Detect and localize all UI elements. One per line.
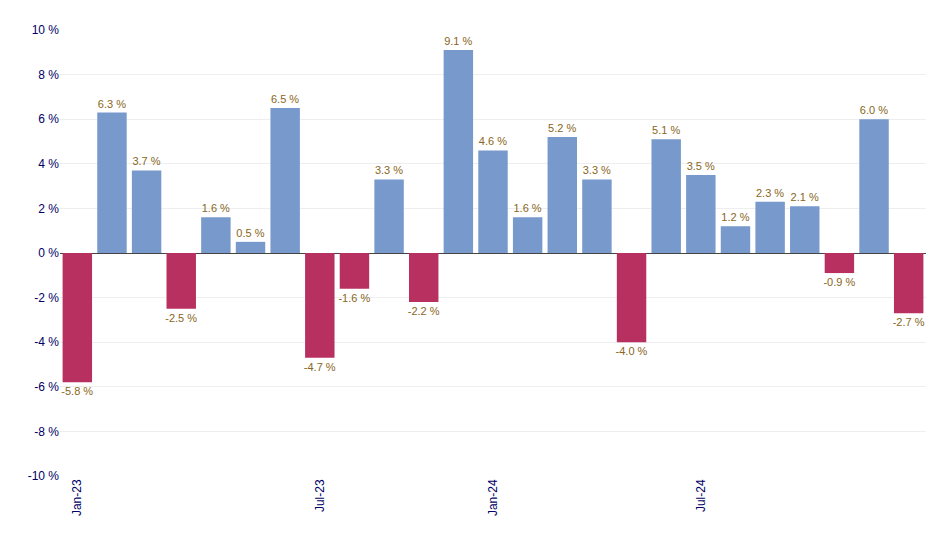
svg-text:Jul-24: Jul-24 [694, 479, 708, 512]
svg-text:-5.8 %: -5.8 % [61, 385, 93, 397]
svg-text:-2 %: -2 % [34, 291, 59, 305]
svg-text:-6 %: -6 % [34, 380, 59, 394]
svg-text:-1.6 %: -1.6 % [338, 292, 370, 304]
svg-text:-2.2 %: -2.2 % [408, 305, 440, 317]
svg-text:3.5 %: 3.5 % [687, 160, 715, 172]
svg-text:3.3 %: 3.3 % [375, 164, 403, 176]
svg-text:Jul-23: Jul-23 [313, 479, 327, 512]
svg-text:1.6 %: 1.6 % [513, 202, 541, 214]
svg-text:1.6 %: 1.6 % [202, 202, 230, 214]
svg-text:-8 %: -8 % [34, 425, 59, 439]
svg-text:0.5 %: 0.5 % [236, 227, 264, 239]
svg-text:3.7 %: 3.7 % [132, 155, 160, 167]
svg-text:-0.9 %: -0.9 % [823, 276, 855, 288]
svg-text:4.6 %: 4.6 % [479, 135, 507, 147]
svg-text:6 %: 6 % [38, 112, 59, 126]
svg-text:1.2 %: 1.2 % [721, 211, 749, 223]
svg-text:-4.0 %: -4.0 % [616, 345, 648, 357]
svg-text:8 %: 8 % [38, 68, 59, 82]
svg-text:5.1 %: 5.1 % [652, 124, 680, 136]
svg-text:4 %: 4 % [38, 157, 59, 171]
svg-text:0 %: 0 % [38, 246, 59, 260]
svg-text:6.3 %: 6.3 % [98, 98, 126, 110]
svg-text:-4.7 %: -4.7 % [304, 361, 336, 373]
svg-text:10 %: 10 % [32, 23, 60, 37]
svg-text:2.3 %: 2.3 % [756, 187, 784, 199]
svg-text:-4 %: -4 % [34, 335, 59, 349]
svg-text:-2.7 %: -2.7 % [893, 316, 925, 328]
svg-text:6.0 %: 6.0 % [860, 104, 888, 116]
svg-text:6.5 %: 6.5 % [271, 93, 299, 105]
svg-text:-10 %: -10 % [28, 469, 60, 483]
svg-text:2 %: 2 % [38, 202, 59, 216]
svg-text:3.3 %: 3.3 % [583, 164, 611, 176]
svg-text:-2.5 %: -2.5 % [165, 312, 197, 324]
svg-text:Jan-24: Jan-24 [486, 479, 500, 516]
svg-text:2.1 %: 2.1 % [791, 191, 819, 203]
svg-text:9.1 %: 9.1 % [444, 35, 472, 47]
svg-text:5.2 %: 5.2 % [548, 122, 576, 134]
svg-text:Jan-23: Jan-23 [70, 479, 84, 516]
